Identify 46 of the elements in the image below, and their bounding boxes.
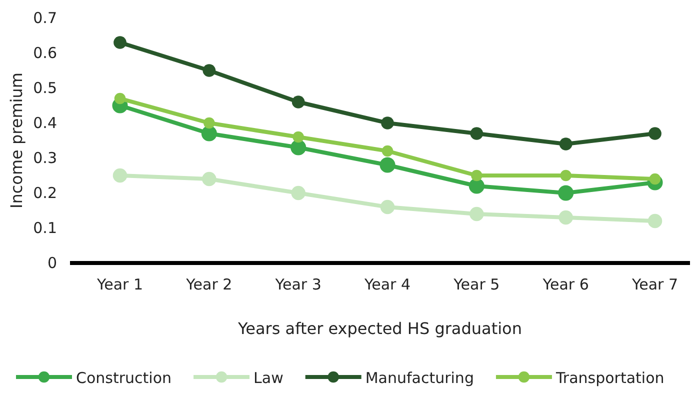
point xyxy=(380,200,395,214)
y-tick-label: 0.1 xyxy=(33,218,57,237)
y-tick-label: 0.3 xyxy=(33,148,57,167)
y-tick-label: 0.4 xyxy=(33,114,57,132)
point xyxy=(292,131,304,143)
point xyxy=(202,172,216,186)
x-tick-label: Year 6 xyxy=(542,276,589,294)
y-tick-label: 0.7 xyxy=(33,8,57,27)
point xyxy=(470,127,484,140)
point xyxy=(380,157,396,173)
point xyxy=(290,140,306,156)
x-tick-label: Year 5 xyxy=(452,276,500,294)
x-tick-label: Year 7 xyxy=(630,276,678,294)
legend-label: Construction xyxy=(76,369,172,387)
point xyxy=(558,210,573,225)
point xyxy=(114,36,126,49)
point xyxy=(382,145,394,157)
point xyxy=(381,116,394,130)
legend-label: Transportation xyxy=(554,369,664,387)
legend-label: Law xyxy=(254,369,284,387)
point xyxy=(648,214,662,228)
point xyxy=(291,186,306,200)
x-tick-label: Year 4 xyxy=(363,276,411,294)
point xyxy=(648,127,662,140)
y-tick-label: 0.5 xyxy=(33,78,57,97)
point xyxy=(560,170,572,182)
point xyxy=(558,185,574,201)
point xyxy=(470,206,484,222)
x-tick-label: Year 3 xyxy=(274,276,322,294)
x-tick-label: Year 2 xyxy=(185,276,232,294)
x-tick-label: Year 1 xyxy=(96,276,144,294)
x-axis-title: Years after expected HS graduation xyxy=(237,319,522,338)
point xyxy=(468,178,484,194)
y-tick-label: 0 xyxy=(47,254,57,272)
y-axis-title: Income premium xyxy=(7,72,26,208)
y-tick-label: 0.2 xyxy=(33,184,57,202)
y-tick-label: 0.6 xyxy=(33,44,57,62)
point xyxy=(292,96,305,108)
point xyxy=(114,92,126,104)
point xyxy=(471,170,482,182)
legend-label: Manufacturing xyxy=(365,369,474,387)
point xyxy=(201,126,217,142)
point xyxy=(204,117,215,129)
point xyxy=(112,168,128,183)
point xyxy=(559,138,572,150)
point xyxy=(202,64,216,77)
